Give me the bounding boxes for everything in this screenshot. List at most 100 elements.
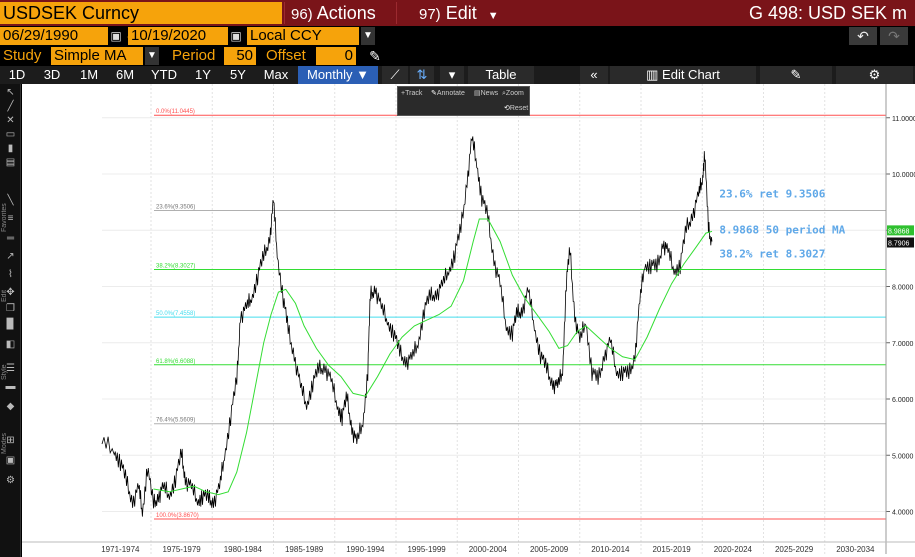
cursor-icon[interactable]: ↖	[6, 87, 15, 98]
price-chart[interactable]: 0.0%(11.0445) 23.6%(9.3506) 38.2%(8.3027) 5…	[22, 84, 915, 557]
crosshair-icon[interactable]: ✕	[6, 115, 15, 126]
fib-level-label: 100.0%(3.8670)	[156, 513, 199, 519]
track-button[interactable]: + Track	[401, 90, 423, 97]
arrow-icon[interactable]: ↗	[6, 251, 15, 262]
annotate-label: Annotate	[436, 90, 465, 97]
text-tool-icon[interactable]: ▤	[5, 157, 16, 168]
annotation-toolbar: + Track ✎ Annotate ▤ News ⌕ Zoom ⟲ Reset	[397, 86, 530, 116]
settings-icon[interactable]: ⚙	[6, 475, 15, 486]
range-5y[interactable]: 5Y	[230, 67, 246, 82]
drawing-toolbar: ↖ ╱ ✕ ▭ ▮ ▤ Favorites ╲ ≡ ═ ↗ ⌇ Edit ✥ ❐…	[0, 84, 21, 557]
settings-gear-icon[interactable]: ⚙	[836, 66, 913, 84]
thickness-icon[interactable]: ▬	[5, 381, 16, 392]
edit-chart-button[interactable]: ▥ Edit Chart	[610, 66, 756, 84]
chart-annotation: 8.9868 50 period MA	[719, 224, 845, 237]
reset-button[interactable]: ⟲ Reset	[504, 105, 529, 112]
date-row: 06/29/1990 ▣ - 10/19/2020 ▣ Local CCY ▼ …	[0, 26, 915, 46]
brush-icon[interactable]: ⌇	[8, 269, 13, 280]
range-1m[interactable]: 1M	[79, 67, 99, 82]
x-axis: 1971-1974 1975-1979 1980-1984 1985-1989 1990…	[22, 541, 915, 554]
frequency-label: Monthly	[306, 67, 353, 82]
collapse-left-icon[interactable]: «	[580, 66, 608, 84]
moving-average-line	[153, 218, 713, 496]
y-tick-label: 6.0000	[892, 397, 914, 404]
color-icon[interactable]: ◧	[5, 339, 16, 350]
currency-field[interactable]: Local CCY	[247, 27, 359, 45]
x-tick-label: 2025-2029	[775, 545, 814, 554]
magnet-icon[interactable]: ⊞	[6, 435, 15, 446]
copy-icon[interactable]: ❐	[6, 303, 15, 314]
range-3d[interactable]: 3D	[43, 67, 61, 82]
actions-menu-label: Actions	[316, 3, 376, 23]
delete-icon[interactable]: ▭	[5, 129, 16, 140]
chart-type-dropdown-icon[interactable]: ▾	[440, 66, 464, 84]
range-toolbar: 1D 3D 1M 6M YTD 1Y 5Y Max Monthly ▼ ⟋ ⇅ …	[0, 66, 915, 84]
frequency-dropdown[interactable]: Monthly ▼	[298, 66, 378, 84]
range-1y[interactable]: 1Y	[195, 67, 211, 82]
zoom-label: Zoom	[505, 90, 524, 97]
edit-icon[interactable]: ✎	[760, 66, 832, 84]
offset-label: Offset	[266, 47, 306, 64]
y-tick-label: 7.0000	[892, 341, 914, 348]
fib-level-label: 38.2%(8.3027)	[156, 263, 195, 269]
x-tick-label: 2010-2014	[591, 545, 630, 554]
price-series-line	[101, 136, 713, 517]
end-date-field[interactable]: 10/19/2020	[128, 27, 228, 45]
y-tick-label: 11.0000	[892, 116, 915, 123]
calendar-icon[interactable]: ▣	[110, 29, 122, 43]
marker-icon[interactable]: ◆	[6, 401, 15, 412]
news-button[interactable]: ▤ News	[474, 90, 499, 97]
actions-menu[interactable]: 96) Actions ▼	[284, 2, 394, 46]
redo-icon[interactable]: ↷	[880, 27, 908, 45]
move-icon[interactable]: ✥	[6, 287, 15, 298]
trash-icon[interactable]: ▉	[6, 319, 15, 330]
y-tick-label: 10.0000	[892, 172, 915, 179]
currency-dropdown-icon[interactable]: ▼	[361, 27, 375, 45]
channel-icon[interactable]: ═	[6, 233, 15, 244]
x-tick-label: 1985-1989	[285, 545, 324, 554]
line-tool-icon[interactable]: ╱	[7, 101, 14, 112]
line-style-icon[interactable]: ☰	[6, 363, 15, 374]
offset-field[interactable]: 0	[316, 47, 356, 65]
trend-icon[interactable]: ╲	[7, 195, 14, 206]
period-field[interactable]: 50	[224, 47, 256, 65]
start-date-field[interactable]: 06/29/1990	[0, 27, 108, 45]
range-ytd[interactable]: YTD	[151, 67, 177, 82]
study-dropdown-icon[interactable]: ▼	[145, 47, 159, 65]
title-bar: USDSEK Curncy 96) Actions ▼ 97) Edit ▼ G…	[0, 0, 915, 46]
zoom-button[interactable]: ⌕ Zoom	[502, 90, 524, 97]
x-tick-label: 2030-2034	[836, 545, 875, 554]
range-max[interactable]: Max	[263, 67, 289, 82]
calendar-icon[interactable]: ▣	[230, 29, 242, 43]
range-6m[interactable]: 6M	[115, 67, 135, 82]
track-label: Track	[405, 90, 423, 97]
y-tick-label: 8.0000	[892, 285, 914, 292]
pencil-icon[interactable]: ✎	[369, 48, 381, 64]
favorites-section-label: Favorites	[1, 203, 8, 232]
chart-annotation: 38.2% ret 8.3027	[719, 247, 825, 260]
fib-icon[interactable]: ≡	[7, 213, 14, 224]
fib-level-label: 61.8%(6.6088)	[156, 359, 195, 365]
ruler-icon[interactable]: ▮	[7, 143, 14, 154]
study-field[interactable]: Simple MA	[51, 47, 143, 65]
last-value-labels: 8.9868 8.7906	[887, 225, 914, 248]
chart-annotations: 23.6% ret 9.3506 8.9868 50 period MA 38.2%…	[719, 188, 845, 261]
x-tick-label: 2020-2024	[714, 545, 753, 554]
x-tick-label: 1971-1974	[101, 545, 140, 554]
chart-series	[101, 136, 713, 517]
candle-chart-icon[interactable]: ⇅	[410, 66, 434, 84]
line-chart-icon[interactable]: ⟋	[382, 66, 408, 84]
ticker-field[interactable]: USDSEK Curncy	[0, 2, 282, 24]
table-button[interactable]: Table	[468, 66, 534, 84]
x-tick-label: 2000-2004	[469, 545, 508, 554]
edit-menu-number: 97)	[419, 6, 441, 23]
undo-icon[interactable]: ↶	[849, 27, 877, 45]
x-tick-label: 1995-1999	[407, 545, 446, 554]
annotate-button[interactable]: ✎ Annotate	[431, 90, 465, 97]
fibonacci-levels: 0.0%(11.0445) 23.6%(9.3506) 38.2%(8.3027) 5…	[154, 109, 886, 520]
x-tick-label: 2015-2019	[652, 545, 691, 554]
last-ma-label: 8.9868	[888, 228, 910, 235]
lock-icon[interactable]: ▣	[5, 455, 16, 466]
range-1d[interactable]: 1D	[8, 67, 26, 82]
edit-menu[interactable]: 97) Edit ▼	[396, 2, 508, 24]
